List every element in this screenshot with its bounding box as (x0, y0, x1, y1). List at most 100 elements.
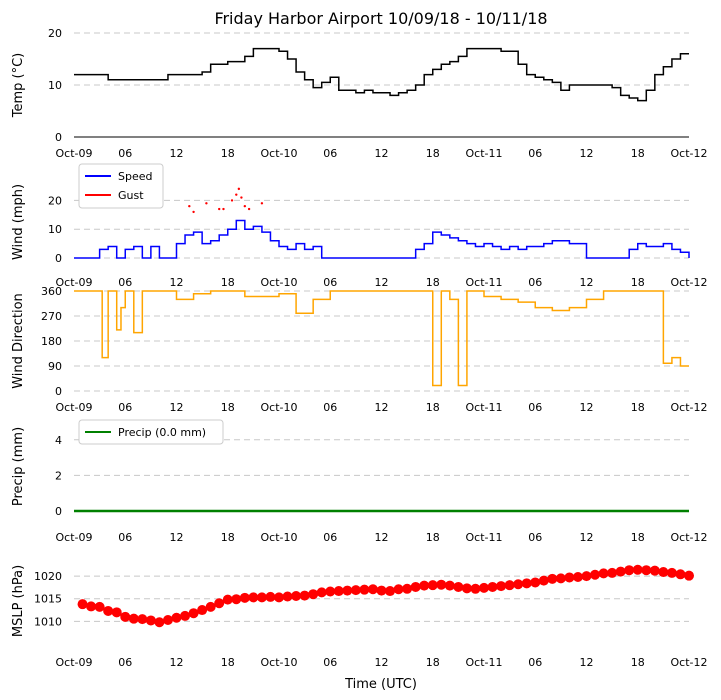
mslp-point (197, 605, 208, 616)
mslp-point (128, 613, 139, 624)
x-tick-label: 12 (375, 147, 389, 160)
y-tick-label: 360 (41, 285, 62, 298)
mslp-point (385, 586, 396, 597)
mslp-point (427, 580, 438, 591)
x-tick-label: 06 (118, 147, 132, 160)
y-tick-label: 0 (55, 385, 62, 398)
mslp-point (513, 579, 524, 590)
mslp-point (299, 590, 310, 601)
x-tick-label: Oct-09 (56, 656, 93, 669)
x-tick-label: 06 (528, 147, 542, 160)
x-tick-label: Oct-12 (671, 401, 708, 414)
mslp-point (410, 581, 421, 592)
x-tick-label: Oct-11 (466, 531, 503, 544)
y-tick-label: 20 (48, 194, 62, 207)
mslp-point (564, 572, 575, 583)
x-axis-label: Time (UTC) (344, 677, 417, 692)
x-tick-label: 12 (375, 276, 389, 289)
x-tick-label: 06 (323, 276, 337, 289)
legend: Speed Gust (78, 163, 164, 209)
legend-label: Speed (118, 170, 152, 183)
x-tick-label: 12 (170, 401, 184, 414)
x-tick-label: Oct-12 (671, 276, 708, 289)
mslp-point (504, 580, 515, 591)
mslp-point (684, 570, 694, 581)
x-tick-label: Oct-11 (466, 401, 503, 414)
mslp-point (538, 575, 549, 586)
x-tick-label: 18 (221, 276, 235, 289)
y-axis-label: Temp (°C) (11, 53, 26, 119)
mslp-point (461, 583, 472, 594)
x-tick-label: Oct-11 (466, 656, 503, 669)
x-tick-label: Oct-09 (56, 401, 93, 414)
x-tick-label: Oct-11 (466, 276, 503, 289)
mslp-point (274, 592, 284, 603)
x-tick-label: 18 (426, 531, 440, 544)
x-tick-label: Oct-09 (56, 531, 93, 544)
x-tick-label: Oct-11 (466, 147, 503, 160)
mslp-point (496, 581, 507, 592)
y-axis-label: MSLP (hPa) (11, 565, 26, 637)
mslp-point (607, 567, 618, 578)
series-line-direction (74, 290, 689, 387)
y-tick-label: 270 (41, 310, 62, 323)
mslp-point (590, 569, 601, 580)
mslp-point (342, 585, 353, 596)
x-tick-label: 06 (528, 401, 542, 414)
y-tick-label: 90 (48, 360, 62, 373)
mslp-point (265, 591, 276, 602)
mslp-point (615, 566, 626, 577)
x-tick-label: Oct-10 (261, 276, 298, 289)
mslp-point (453, 581, 464, 592)
x-tick-label: 06 (118, 531, 132, 544)
y-tick-label: 180 (41, 335, 62, 348)
chart-title: Friday Harbor Airport 10/09/18 - 10/11/1… (214, 9, 547, 28)
x-tick-label: 18 (426, 147, 440, 160)
x-tick-label: 06 (528, 656, 542, 669)
gust-point (237, 187, 241, 191)
x-tick-label: Oct-12 (671, 147, 708, 160)
mslp-point (436, 579, 447, 590)
x-tick-label: 06 (118, 656, 132, 669)
x-tick-label: 06 (528, 276, 542, 289)
panel-1: 0 10 20 Oct-09 06 12 18 Oct-10 06 12 18 Oct-11 06 12 1… (11, 27, 708, 160)
y-axis-label: Wind Direction (11, 293, 26, 389)
y-tick-label: 20 (48, 27, 62, 40)
gust-point (205, 202, 208, 205)
x-tick-label: Oct-10 (261, 656, 298, 669)
mslp-point (77, 599, 88, 610)
legend-box (78, 419, 224, 445)
x-tick-label: 12 (580, 656, 594, 669)
x-tick-label: 18 (631, 531, 645, 544)
panel-4: 0 2 4 Oct-09 06 12 18 Oct-10 06 12 18 Oct-11 06 12 18 O… (11, 419, 708, 544)
x-tick-label: 18 (426, 276, 440, 289)
mslp-point (145, 615, 156, 626)
y-axis-label: Wind (mph) (11, 184, 26, 260)
mslp-point (444, 580, 455, 591)
x-tick-label: Oct-10 (261, 147, 298, 160)
x-tick-label: Oct-10 (261, 531, 298, 544)
mslp-point (162, 615, 173, 626)
x-tick-label: 06 (323, 147, 337, 160)
x-tick-label: 12 (170, 276, 184, 289)
x-tick-label: 18 (426, 656, 440, 669)
mslp-point (256, 592, 267, 603)
mslp-point (479, 582, 489, 593)
mslp-point (624, 565, 635, 576)
x-tick-label: 12 (580, 276, 594, 289)
y-tick-label: 10 (48, 223, 62, 236)
y-tick-label: 1015 (34, 593, 62, 606)
mslp-point (282, 591, 293, 602)
x-tick-label: 18 (631, 147, 645, 160)
mslp-point (376, 585, 387, 596)
x-tick-label: 06 (323, 531, 337, 544)
mslp-point (214, 598, 225, 609)
mslp-point (111, 607, 122, 618)
gust-point (247, 207, 251, 211)
mslp-point (675, 569, 686, 580)
mslp-point (658, 567, 669, 578)
y-tick-label: 0 (55, 505, 62, 518)
mslp-point (547, 573, 558, 584)
mslp-point (231, 594, 242, 605)
